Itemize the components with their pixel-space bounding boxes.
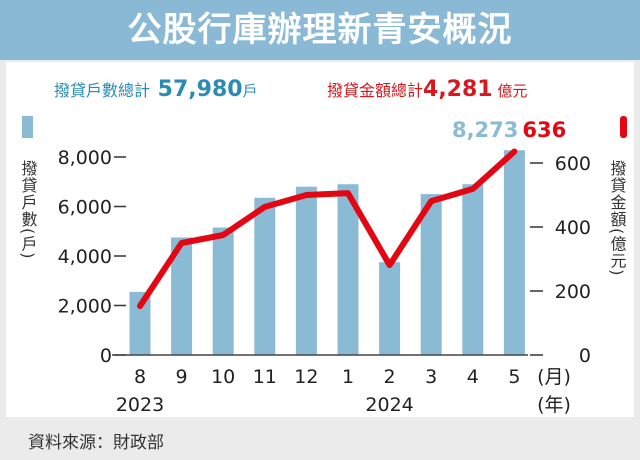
bar-2 xyxy=(379,262,401,355)
x-tick-label: 4 xyxy=(467,366,479,388)
year-label: 2023 xyxy=(116,394,164,416)
x-tick-label: 11 xyxy=(253,366,277,388)
x-tick-label: 9 xyxy=(176,366,188,388)
chart-panel xyxy=(6,62,634,417)
amount-total: 撥貸金額總計4,281 億元 xyxy=(327,77,527,102)
source-note: 資料來源：財政部 xyxy=(28,433,164,453)
left-axis-label: 撥貸戶數(戶) xyxy=(19,160,38,259)
line-legend-swatch xyxy=(620,116,627,138)
bar-5 xyxy=(503,150,525,355)
left-tick-label: 0 xyxy=(100,345,112,367)
bar-11 xyxy=(254,197,276,355)
x-tick-label: 5 xyxy=(508,366,520,388)
x-tick-label: 8 xyxy=(134,366,146,388)
x-tick-label: 3 xyxy=(425,366,437,388)
year-label: 2024 xyxy=(365,394,413,416)
bar-9 xyxy=(171,237,193,355)
x-tick-label: 2 xyxy=(384,366,396,388)
right-axis-label: 撥貸金額(億元) xyxy=(608,160,627,276)
amount-line xyxy=(137,148,518,310)
x-tick-label: 12 xyxy=(294,366,318,388)
bar-10 xyxy=(212,227,234,355)
bar-4 xyxy=(462,184,484,355)
right-tick-label: 0 xyxy=(579,345,591,367)
bar-end-label: 8,273 xyxy=(452,118,518,142)
x-tick-label: 10 xyxy=(211,366,235,388)
bar-12 xyxy=(295,186,317,355)
households-total: 撥貸戶數總計 57,980戶 xyxy=(54,77,258,102)
bar-1 xyxy=(337,184,359,355)
year-unit-label: (年) xyxy=(537,394,571,416)
left-tick-label: 6,000 xyxy=(58,197,112,219)
line-end-label: 636 xyxy=(522,118,566,142)
bar-3 xyxy=(420,194,442,355)
left-tick-label: 2,000 xyxy=(58,296,112,318)
chart-title: 公股行庫辦理新青安概況 xyxy=(0,0,640,60)
left-tick-label: 4,000 xyxy=(58,246,112,268)
x-tick-label: 1 xyxy=(342,366,354,388)
month-unit-label: (月) xyxy=(537,366,571,388)
right-tick-label: 200 xyxy=(555,281,591,303)
bar-legend-swatch xyxy=(22,116,33,138)
bar-8 xyxy=(129,291,151,355)
right-tick-label: 400 xyxy=(555,217,591,239)
left-tick-label: 8,000 xyxy=(58,147,112,169)
right-tick-label: 600 xyxy=(555,153,591,175)
